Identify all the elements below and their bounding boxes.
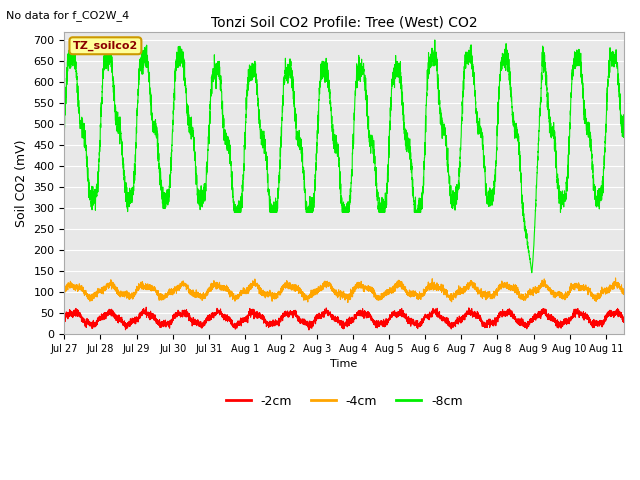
-8cm [520,227,528,232]
-8cm [396,63,404,69]
-2cm [620,319,628,325]
-2cm [275,320,282,326]
X-axis label: Time: Time [330,360,358,370]
Legend: -2cm, -4cm, -8cm: -2cm, -4cm, -8cm [221,390,468,413]
-2cm [478,319,486,325]
-8cm [620,129,628,134]
-4cm [162,291,170,297]
Line: -2cm: -2cm [65,307,624,330]
-8cm [424,69,432,74]
-4cm [612,275,620,281]
-8cm [162,198,170,204]
-2cm [424,313,432,319]
-4cm [344,300,352,305]
-8cm [431,37,438,43]
-4cm [478,291,486,297]
-4cm [424,279,432,285]
Line: -8cm: -8cm [65,40,624,273]
-2cm [61,318,68,324]
Text: No data for f_CO2W_4: No data for f_CO2W_4 [6,10,130,21]
-2cm [396,311,404,317]
Y-axis label: Soil CO2 (mV): Soil CO2 (mV) [15,139,28,227]
-8cm [478,130,486,135]
-4cm [620,288,628,294]
Text: TZ_soilco2: TZ_soilco2 [73,41,138,51]
-8cm [275,195,282,201]
Line: -4cm: -4cm [65,278,624,302]
-4cm [61,288,68,293]
-4cm [275,290,282,296]
-4cm [520,293,528,299]
-2cm [521,323,529,328]
-2cm [142,304,150,310]
-8cm [61,132,68,137]
-2cm [163,320,170,325]
-2cm [305,327,313,333]
-4cm [396,279,404,285]
-8cm [528,270,536,276]
Title: Tonzi Soil CO2 Profile: Tree (West) CO2: Tonzi Soil CO2 Profile: Tree (West) CO2 [211,15,477,29]
